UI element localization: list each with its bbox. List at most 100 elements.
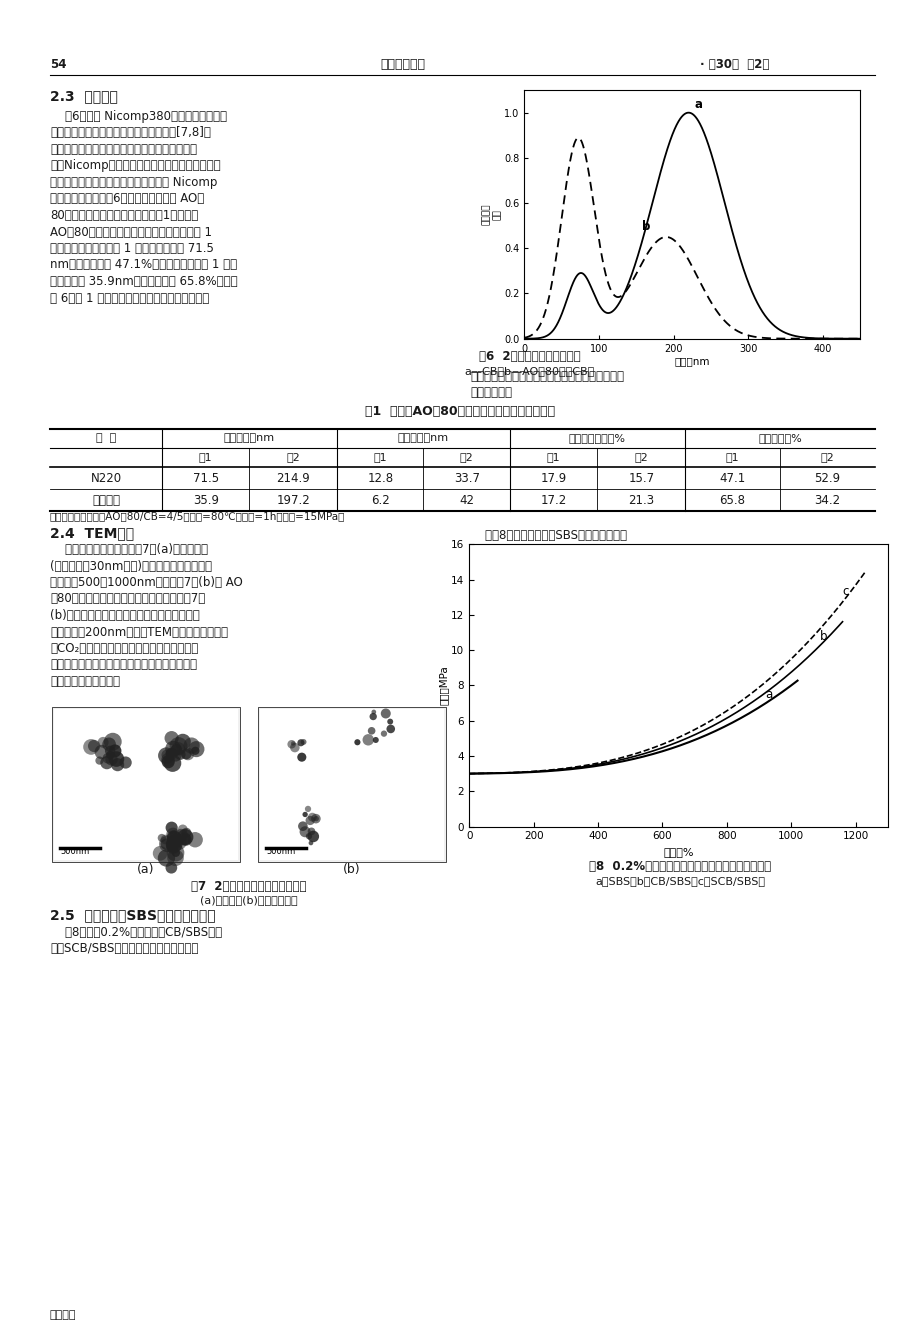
- Text: 峰2: 峰2: [820, 453, 834, 462]
- Circle shape: [174, 829, 187, 843]
- Text: (b)中不难看出，改性炭黑聚集体的直径明显变: (b)中不难看出，改性炭黑聚集体的直径明显变: [50, 609, 199, 622]
- Circle shape: [161, 753, 175, 766]
- Text: 71.5: 71.5: [192, 472, 219, 484]
- Circle shape: [171, 839, 181, 849]
- Text: 系，Nicomp分布分析更为准确。因此，对于不均: 系，Nicomp分布分析更为准确。因此，对于不均: [50, 160, 221, 172]
- Text: 中可以看出，炭黑在峰 1 处的平均粒径是 71.5: 中可以看出，炭黑在峰 1 处的平均粒径是 71.5: [50, 242, 213, 255]
- Text: 峰2: 峰2: [460, 453, 473, 462]
- Text: 体积分数，%: 体积分数，%: [757, 434, 801, 444]
- Text: a: a: [765, 688, 772, 702]
- Circle shape: [96, 757, 104, 765]
- Text: 理交联点，从而对SBS起到了补强作用[9]。而在: 理交联点，从而对SBS起到了补强作用[9]。而在: [470, 578, 635, 591]
- Circle shape: [162, 755, 175, 769]
- Circle shape: [167, 849, 184, 866]
- Text: 500nm: 500nm: [266, 847, 295, 856]
- Circle shape: [165, 731, 178, 745]
- Text: 15.7: 15.7: [628, 472, 653, 484]
- Text: 峰2: 峰2: [286, 453, 300, 462]
- Text: 35.9: 35.9: [193, 493, 219, 507]
- Circle shape: [305, 816, 314, 825]
- Circle shape: [371, 710, 376, 714]
- Text: 炭黑和接枝炭黑粒径分布曲线。王思玲等[7,8]人: 炭黑和接枝炭黑粒径分布曲线。王思玲等[7,8]人: [50, 126, 210, 140]
- Text: 34.2: 34.2: [813, 493, 840, 507]
- Text: b: b: [641, 220, 650, 234]
- Circle shape: [369, 712, 377, 720]
- Text: nm，占总体积的 47.1%，而改性炭黑在峰 1 处的: nm，占总体积的 47.1%，而改性炭黑在峰 1 处的: [50, 258, 237, 271]
- Text: 峰1: 峰1: [373, 453, 387, 462]
- Circle shape: [386, 724, 394, 734]
- Text: 标准偏差，nm: 标准偏差，nm: [398, 434, 448, 444]
- Text: 65.8: 65.8: [719, 493, 744, 507]
- Text: 为：SCB对橡胶的补强作用是由其基本性质（粒: 为：SCB对橡胶的补强作用是由其基本性质（粒: [470, 645, 626, 657]
- Circle shape: [177, 829, 193, 845]
- Text: 样  品: 样 品: [96, 434, 116, 444]
- Circle shape: [105, 746, 115, 757]
- Text: 2.5  纳米炭黑对SBS拉伸性能的影响: 2.5 纳米炭黑对SBS拉伸性能的影响: [50, 909, 215, 922]
- Text: 214.9: 214.9: [276, 472, 310, 484]
- Text: 体直径在500～1000nm左右。图7－(b)为 AO: 体直径在500～1000nm左右。图7－(b)为 AO: [50, 577, 243, 589]
- Circle shape: [165, 836, 182, 852]
- Text: 界CO₂条件下有机小分子可以渗入到炭黑聚集: 界CO₂条件下有机小分子可以渗入到炭黑聚集: [50, 642, 198, 655]
- Y-axis label: 应力，MPa: 应力，MPa: [437, 665, 448, 706]
- Text: (b): (b): [343, 863, 360, 876]
- Text: 表1  炭黑和AO－80接枝炭黑的粒径分布测试结果: 表1 炭黑和AO－80接枝炭黑的粒径分布测试结果: [365, 405, 554, 418]
- Text: 破碎成较小的聚集体。: 破碎成较小的聚集体。: [50, 675, 119, 688]
- Circle shape: [187, 832, 203, 848]
- Text: 峰2: 峰2: [634, 453, 647, 462]
- Circle shape: [300, 827, 311, 837]
- Circle shape: [157, 833, 165, 843]
- Circle shape: [169, 737, 187, 755]
- Circle shape: [108, 745, 121, 758]
- Text: (a): (a): [137, 863, 154, 876]
- Circle shape: [102, 753, 113, 763]
- Text: 接枝炭黑: 接枝炭黑: [92, 493, 119, 507]
- Text: 图6是通过 Nicomp380激光粒度仪测试的: 图6是通过 Nicomp380激光粒度仪测试的: [50, 110, 227, 124]
- Circle shape: [183, 738, 199, 754]
- Text: N220: N220: [90, 472, 121, 484]
- Bar: [257, 707, 446, 862]
- Text: 径、结构和表面活性）所决定的，其中粒径对补强: 径、结构和表面活性）所决定的，其中粒径对补强: [470, 661, 623, 673]
- Circle shape: [380, 731, 387, 737]
- Circle shape: [179, 833, 191, 845]
- Text: 42: 42: [459, 493, 473, 507]
- Circle shape: [177, 824, 187, 835]
- Text: 炭黑的透射电镜照片见图7－(a)，这些粒子: 炭黑的透射电镜照片见图7－(a)，这些粒子: [50, 543, 208, 556]
- Text: (a)－炭黑；(b)－接枝炭黑。: (a)－炭黑；(b)－接枝炭黑。: [200, 895, 298, 906]
- Circle shape: [102, 738, 116, 751]
- Circle shape: [387, 719, 392, 724]
- Bar: [52, 707, 240, 862]
- Text: 小，比表面积大，表面效应强，当SCB粒径小到纳: 小，比表面积大，表面效应强，当SCB粒径小到纳: [470, 727, 633, 741]
- Circle shape: [105, 753, 118, 766]
- Text: 物和SCB/SBS复合物的应力－应变曲线。: 物和SCB/SBS复合物的应力－应变曲线。: [50, 942, 199, 956]
- Text: AO－80接枝炭黑的粒径分布测试结果。从表 1: AO－80接枝炭黑的粒径分布测试结果。从表 1: [50, 226, 211, 238]
- Circle shape: [161, 839, 172, 849]
- Text: 特种橡胶制品: 特种橡胶制品: [380, 58, 425, 71]
- Text: 图7  2种炭黑的透射扫描电镜图片: 图7 2种炭黑的透射扫描电镜图片: [191, 879, 306, 892]
- Circle shape: [308, 813, 316, 821]
- Circle shape: [104, 732, 121, 750]
- Circle shape: [158, 747, 175, 763]
- Text: 52.9: 52.9: [813, 472, 840, 484]
- Text: 图 6和表 1 可以得出如下结论：改性炭黑聚集体: 图 6和表 1 可以得出如下结论：改性炭黑聚集体: [50, 292, 209, 305]
- Text: 体内部，在发生接枝反应的同时使较大的聚集体: 体内部，在发生接枝反应的同时使较大的聚集体: [50, 659, 197, 672]
- Circle shape: [302, 812, 308, 817]
- Circle shape: [165, 741, 181, 757]
- Circle shape: [313, 816, 319, 821]
- Text: 197.2: 197.2: [276, 493, 310, 507]
- Text: 万方数据: 万方数据: [50, 1310, 76, 1320]
- Circle shape: [166, 831, 180, 844]
- Circle shape: [161, 750, 172, 761]
- Circle shape: [307, 831, 319, 843]
- Text: b: b: [820, 630, 827, 642]
- Text: 47.1: 47.1: [719, 472, 744, 484]
- Circle shape: [172, 848, 180, 857]
- Text: 2.3  粒度分析: 2.3 粒度分析: [50, 89, 118, 103]
- Circle shape: [171, 742, 185, 755]
- Text: 25%，拉伸强度比纯 SBS提高了19%。可见，: 25%，拉伸强度比纯 SBS提高了19%。可见，: [470, 612, 646, 625]
- X-axis label: 粒径，nm: 粒径，nm: [674, 356, 709, 367]
- Circle shape: [298, 821, 307, 831]
- Text: 17.2: 17.2: [540, 493, 566, 507]
- Circle shape: [308, 840, 313, 845]
- Text: 54: 54: [50, 58, 66, 71]
- X-axis label: 应变，%: 应变，%: [663, 847, 693, 857]
